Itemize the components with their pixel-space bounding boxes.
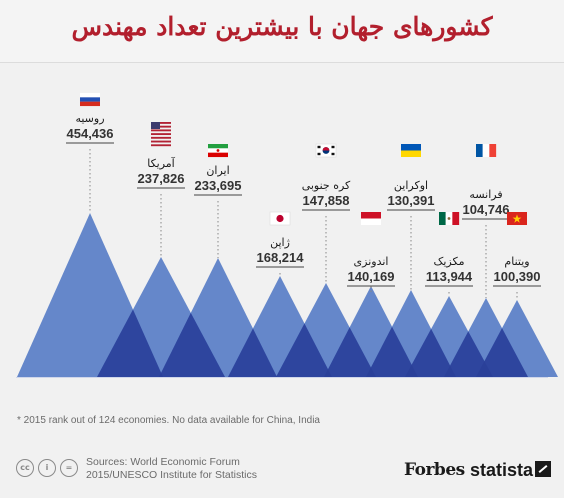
cc-icon: cc [16, 459, 34, 477]
country-label-6: اوکراین [394, 179, 428, 192]
flag-trigram [331, 152, 335, 156]
no-derivatives-icon: = [60, 459, 78, 477]
mountain-overlap-1 [159, 312, 225, 377]
flag-stripe [401, 150, 421, 157]
mountain-overlap-2 [228, 328, 277, 377]
flag-stripe [151, 136, 171, 139]
flag-trigram [317, 145, 321, 149]
source-note: Sources: World Economic Forum 2015/UNESC… [86, 456, 257, 481]
country-label-7: مکزیک [434, 255, 465, 268]
footnote: * 2015 rank out of 124 economies. No dat… [17, 415, 320, 426]
value-label-1: 237,826 [138, 171, 185, 186]
flag-trigram [331, 145, 335, 149]
iran-flag [208, 144, 228, 158]
south-korea-flag [315, 143, 337, 158]
flag-trigram [317, 152, 321, 156]
value-label-3: 168,214 [257, 250, 305, 265]
vietnam-flag [507, 212, 527, 225]
flag-stripe [361, 212, 381, 219]
flag-stripe [476, 144, 483, 157]
value-label-7: 113,944 [426, 269, 473, 284]
flag-stripe [401, 144, 421, 151]
value-label-5: 140,169 [348, 269, 395, 284]
flag-stripe [452, 212, 460, 225]
country-label-5: اندونزی [354, 255, 389, 268]
flag-stripe [361, 218, 381, 225]
ukraine-flag [401, 144, 421, 157]
country-label-9: ویتنام [504, 255, 529, 268]
value-label-2: 233,695 [195, 178, 242, 193]
mountain-overlap-3 [276, 323, 332, 377]
flag-stripe [151, 144, 171, 147]
mountain-overlap-7 [444, 331, 493, 377]
forbes-logo: Forbes [404, 460, 465, 480]
statista-logo-text: statista [470, 460, 534, 480]
flag-stripe [151, 129, 171, 132]
mountain-overlap-0 [97, 309, 163, 377]
usa-flag [151, 122, 171, 147]
flag-stripe [80, 101, 100, 107]
mountain-overlap-4 [324, 327, 376, 377]
country-label-4: کره جنوبی [302, 179, 351, 192]
title-band [0, 0, 564, 63]
value-label-6: 130,391 [388, 193, 435, 208]
flag-stripe [151, 125, 171, 128]
flag-stripe [80, 93, 100, 98]
flag-emblem [216, 149, 220, 152]
country-label-8: فرانسه [469, 188, 502, 201]
france-flag [476, 144, 497, 157]
mountain-overlap-8 [476, 328, 528, 377]
country-label-0: روسیه [75, 112, 104, 125]
flag-stripe [208, 144, 228, 149]
flag-emblem [447, 217, 451, 220]
flag-stripe [151, 140, 171, 143]
flag-stripe [151, 133, 171, 136]
flag-disc-top [322, 147, 330, 151]
attribution-icon: i [38, 459, 56, 477]
chart-title: کشورهای جهان با بیشترین تعداد مهندس [71, 12, 493, 41]
value-label-4: 147,858 [303, 193, 350, 208]
russia-flag [80, 93, 100, 107]
value-label-8: 104,746 [463, 202, 510, 217]
mountain-overlap-6 [405, 328, 456, 377]
country-label-3: ژاپن [270, 236, 290, 249]
flag-disc [276, 214, 284, 223]
statista-logo-icon [535, 461, 551, 477]
mountain-overlap-5 [366, 326, 418, 377]
baseline [16, 377, 548, 378]
license-icons: cc i = [16, 459, 78, 477]
value-label-0: 454,436 [67, 126, 114, 141]
flag-star [512, 214, 522, 223]
flag-stripe [80, 97, 100, 102]
japan-flag [269, 211, 291, 226]
flag-canton [151, 122, 160, 129]
country-label-1: آمریکا [147, 156, 175, 170]
mexico-flag [439, 212, 460, 225]
flag-stripe [482, 144, 490, 157]
flag-stripe [439, 212, 446, 225]
flag-stripe [489, 144, 497, 157]
country-label-2: ایران [206, 164, 229, 177]
flag-stripe [208, 152, 228, 158]
indonesia-flag [361, 212, 381, 225]
value-label-9: 100,390 [494, 269, 541, 284]
flag-stripe [151, 122, 171, 124]
